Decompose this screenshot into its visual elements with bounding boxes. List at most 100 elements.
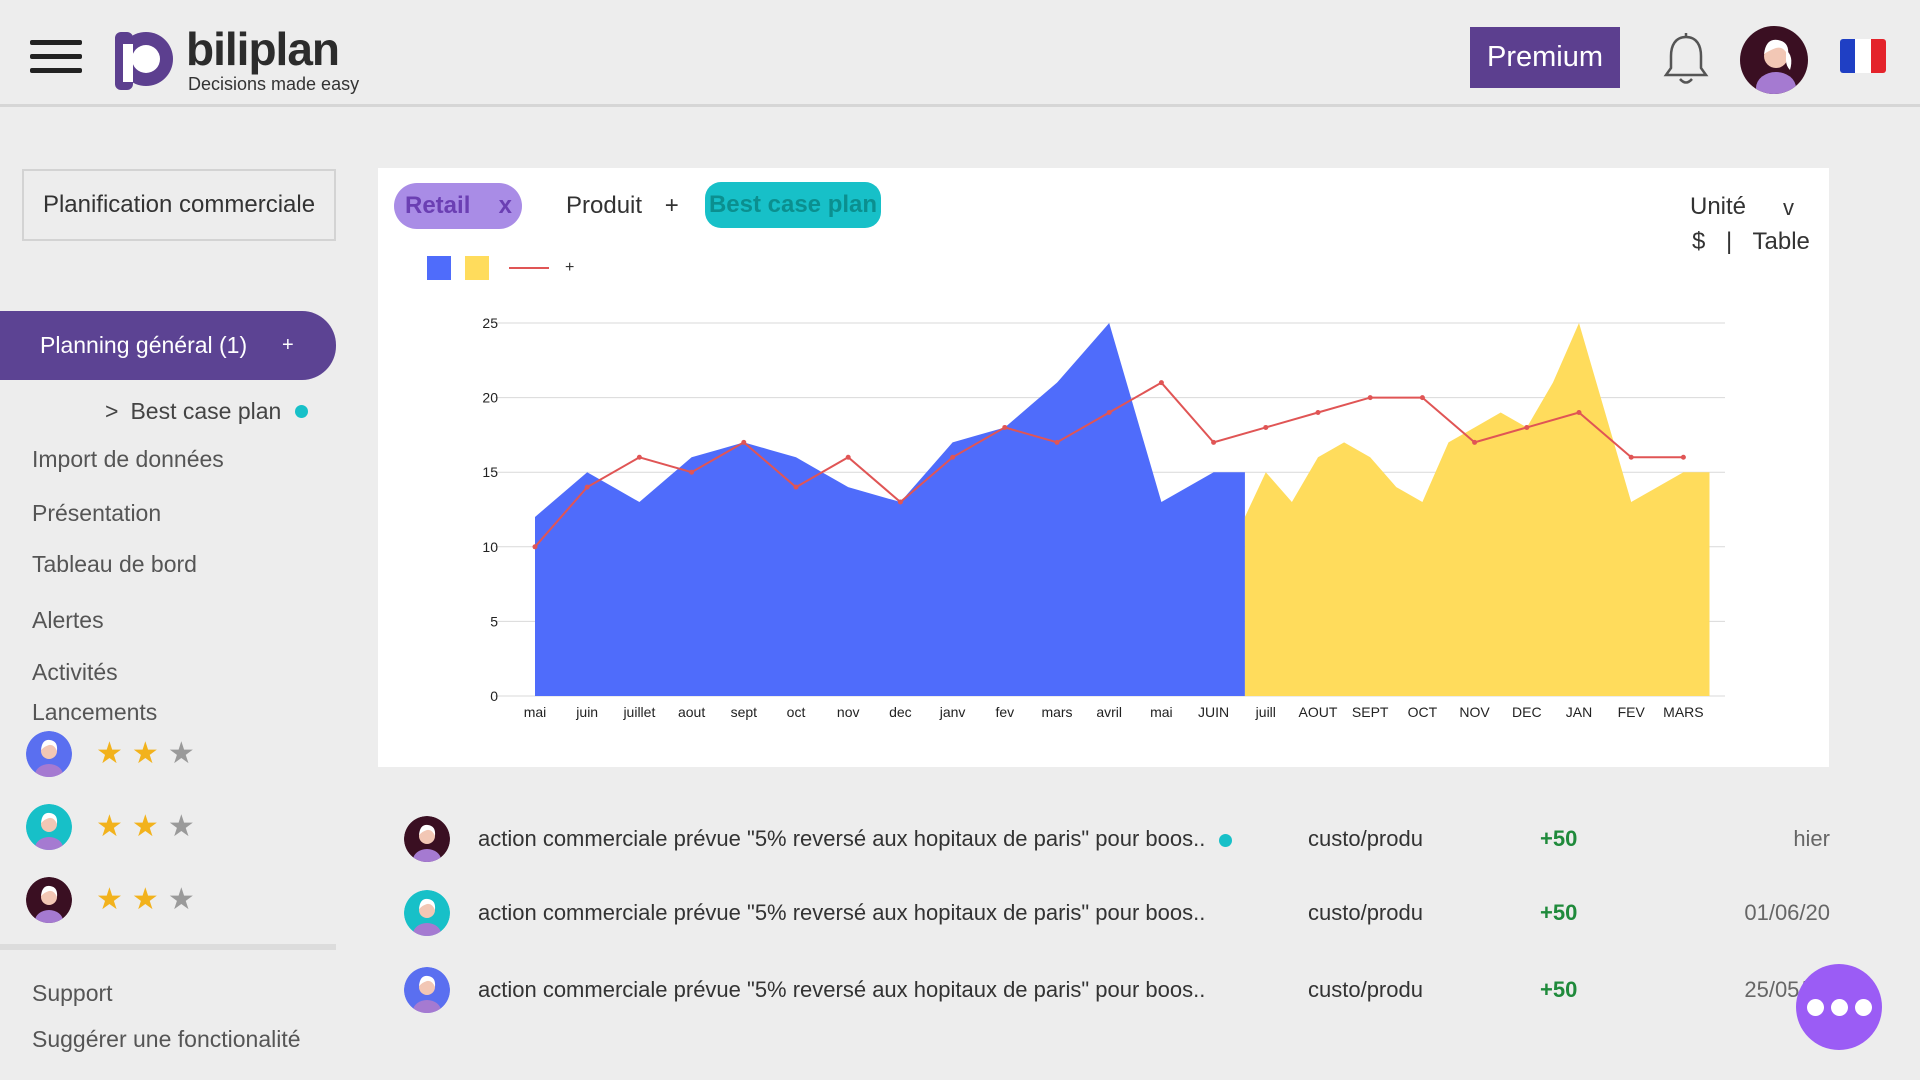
activity-score: +50 [1540, 900, 1578, 925]
legend-yellow-swatch[interactable] [465, 256, 489, 280]
line-point [1680, 454, 1686, 460]
bell-icon[interactable] [1660, 32, 1712, 88]
produit-label: Produit [566, 192, 643, 219]
nav-support[interactable]: Support [32, 980, 113, 1006]
biliplan-logo-icon [115, 32, 173, 90]
chevron-right-icon: > [105, 398, 119, 424]
line-point [741, 439, 747, 445]
launch-item[interactable]: ★ ★ ★ [26, 730, 204, 778]
nav-import[interactable]: Import de données [32, 446, 224, 472]
line-point [950, 454, 956, 460]
filter-chip-best-case[interactable]: Best case plan [705, 182, 881, 228]
area-series-1 [1244, 323, 1710, 696]
line-point [1524, 424, 1530, 430]
x-tick-label: juillet [622, 704, 655, 720]
legend-red-line[interactable] [509, 267, 549, 269]
x-tick-label: oct [787, 704, 806, 720]
chevron-down-icon[interactable]: v [1783, 195, 1794, 220]
planning-general-item[interactable]: Planning général (1) + [0, 311, 336, 380]
x-tick-label: nov [837, 704, 860, 720]
premium-button[interactable]: Premium [1470, 27, 1620, 88]
user-avatar[interactable] [1740, 26, 1808, 94]
filter-produit[interactable]: Produit + [566, 192, 679, 220]
user-avatar-icon [1756, 39, 1796, 94]
x-tick-label: JAN [1566, 704, 1592, 720]
line-point [1315, 410, 1321, 416]
line-point [1106, 410, 1112, 416]
unit-selector[interactable]: Unité [1690, 193, 1747, 220]
activity-category: custo/produ [1308, 826, 1423, 851]
line-point [1472, 439, 1478, 445]
chat-dot [1854, 998, 1872, 1016]
line-point [1576, 410, 1582, 416]
star-empty-icon[interactable]: ★ [167, 737, 195, 770]
legend-add-icon[interactable]: + [565, 259, 575, 276]
unit-currency[interactable]: $ [1692, 228, 1706, 255]
flag-red-stripe [1870, 39, 1886, 73]
x-tick-label: MARS [1663, 704, 1703, 720]
x-tick-label: DEC [1512, 704, 1542, 720]
line-point [1419, 395, 1425, 401]
launch-item[interactable]: ★ ★ ★ [26, 876, 204, 924]
chat-button[interactable] [1796, 964, 1882, 1050]
flag-blue-stripe [1840, 39, 1856, 73]
nav-dashboard[interactable]: Tableau de bord [32, 551, 197, 577]
nav-launches[interactable]: Lancements [32, 699, 158, 725]
add-plan-icon[interactable]: + [282, 334, 294, 356]
launch-item[interactable]: ★ ★ ★ [26, 803, 204, 851]
brand-name: biliplan [186, 23, 340, 75]
star-empty-icon[interactable]: ★ [167, 883, 195, 916]
menu-icon[interactable] [30, 40, 82, 74]
activity-text: action commerciale prévue "5% reversé au… [478, 977, 1206, 1002]
filter-chip-retail[interactable]: Retail x [394, 183, 522, 229]
activity-row[interactable]: action commerciale prévue "5% reversé au… [404, 965, 1834, 1015]
x-tick-label: JUIN [1198, 704, 1229, 720]
activity-row[interactable]: action commerciale prévue "5% reversé au… [404, 814, 1834, 864]
line-point [845, 454, 851, 460]
activity-avatar [404, 890, 450, 936]
nav-suggest-feature[interactable]: Suggérer une fonctionalité [32, 1026, 301, 1052]
unit-separator: | [1726, 228, 1733, 255]
produit-add-icon[interactable]: + [664, 192, 679, 219]
language-flag-icon[interactable] [1840, 39, 1886, 73]
star-empty-icon[interactable]: ★ [167, 810, 195, 843]
chip-retail-label: Retail [405, 192, 471, 219]
nav-activities[interactable]: Activités [32, 659, 118, 685]
activity-date: hier [1793, 826, 1830, 851]
unit-table[interactable]: Table [1752, 228, 1810, 255]
activity-row[interactable]: action commerciale prévue "5% reversé au… [404, 888, 1834, 938]
line-point [1002, 424, 1008, 430]
activity-avatar [404, 967, 450, 1013]
line-point [897, 499, 903, 505]
chat-dot [1806, 998, 1824, 1016]
star-filled-icon[interactable]: ★ [96, 810, 123, 843]
x-tick-label: mai [1150, 704, 1173, 720]
brand-tagline: Decisions made easy [188, 74, 360, 94]
flag-white-stripe [1855, 39, 1871, 73]
y-tick-label: 20 [482, 390, 498, 406]
nav-presentation[interactable]: Présentation [32, 500, 162, 526]
launch-avatar [26, 804, 72, 850]
sales-area-chart: 0 5 10 15 20 25 mai juin juillet aout sept oct nov de… [482, 315, 1725, 720]
y-tick-label: 10 [482, 539, 498, 555]
star-filled-icon[interactable]: ★ [131, 810, 159, 843]
activity-date: 01/06/20 [1744, 900, 1830, 925]
line-point [584, 484, 590, 490]
star-filled-icon[interactable]: ★ [96, 737, 123, 770]
star-filled-icon[interactable]: ★ [96, 883, 123, 916]
star-filled-icon[interactable]: ★ [131, 883, 159, 916]
x-tick-label: juill [1255, 704, 1276, 720]
legend-blue-swatch[interactable] [427, 256, 451, 280]
subplan-best-case[interactable]: > Best case plan [105, 398, 309, 425]
top-bar: biliplan Decisions made easy Premium [0, 0, 1920, 107]
x-tick-label: AOUT [1299, 704, 1338, 720]
chip-remove-icon[interactable]: x [498, 192, 512, 219]
x-tick-label: sept [731, 704, 758, 720]
sidebar-divider [0, 944, 336, 950]
x-tick-label: mars [1041, 704, 1072, 720]
activity-avatar [404, 816, 450, 862]
area-series-0 [535, 323, 1245, 696]
nav-alerts[interactable]: Alertes [32, 607, 104, 633]
section-title[interactable]: Planification commerciale [22, 169, 336, 241]
star-filled-icon[interactable]: ★ [131, 737, 159, 770]
